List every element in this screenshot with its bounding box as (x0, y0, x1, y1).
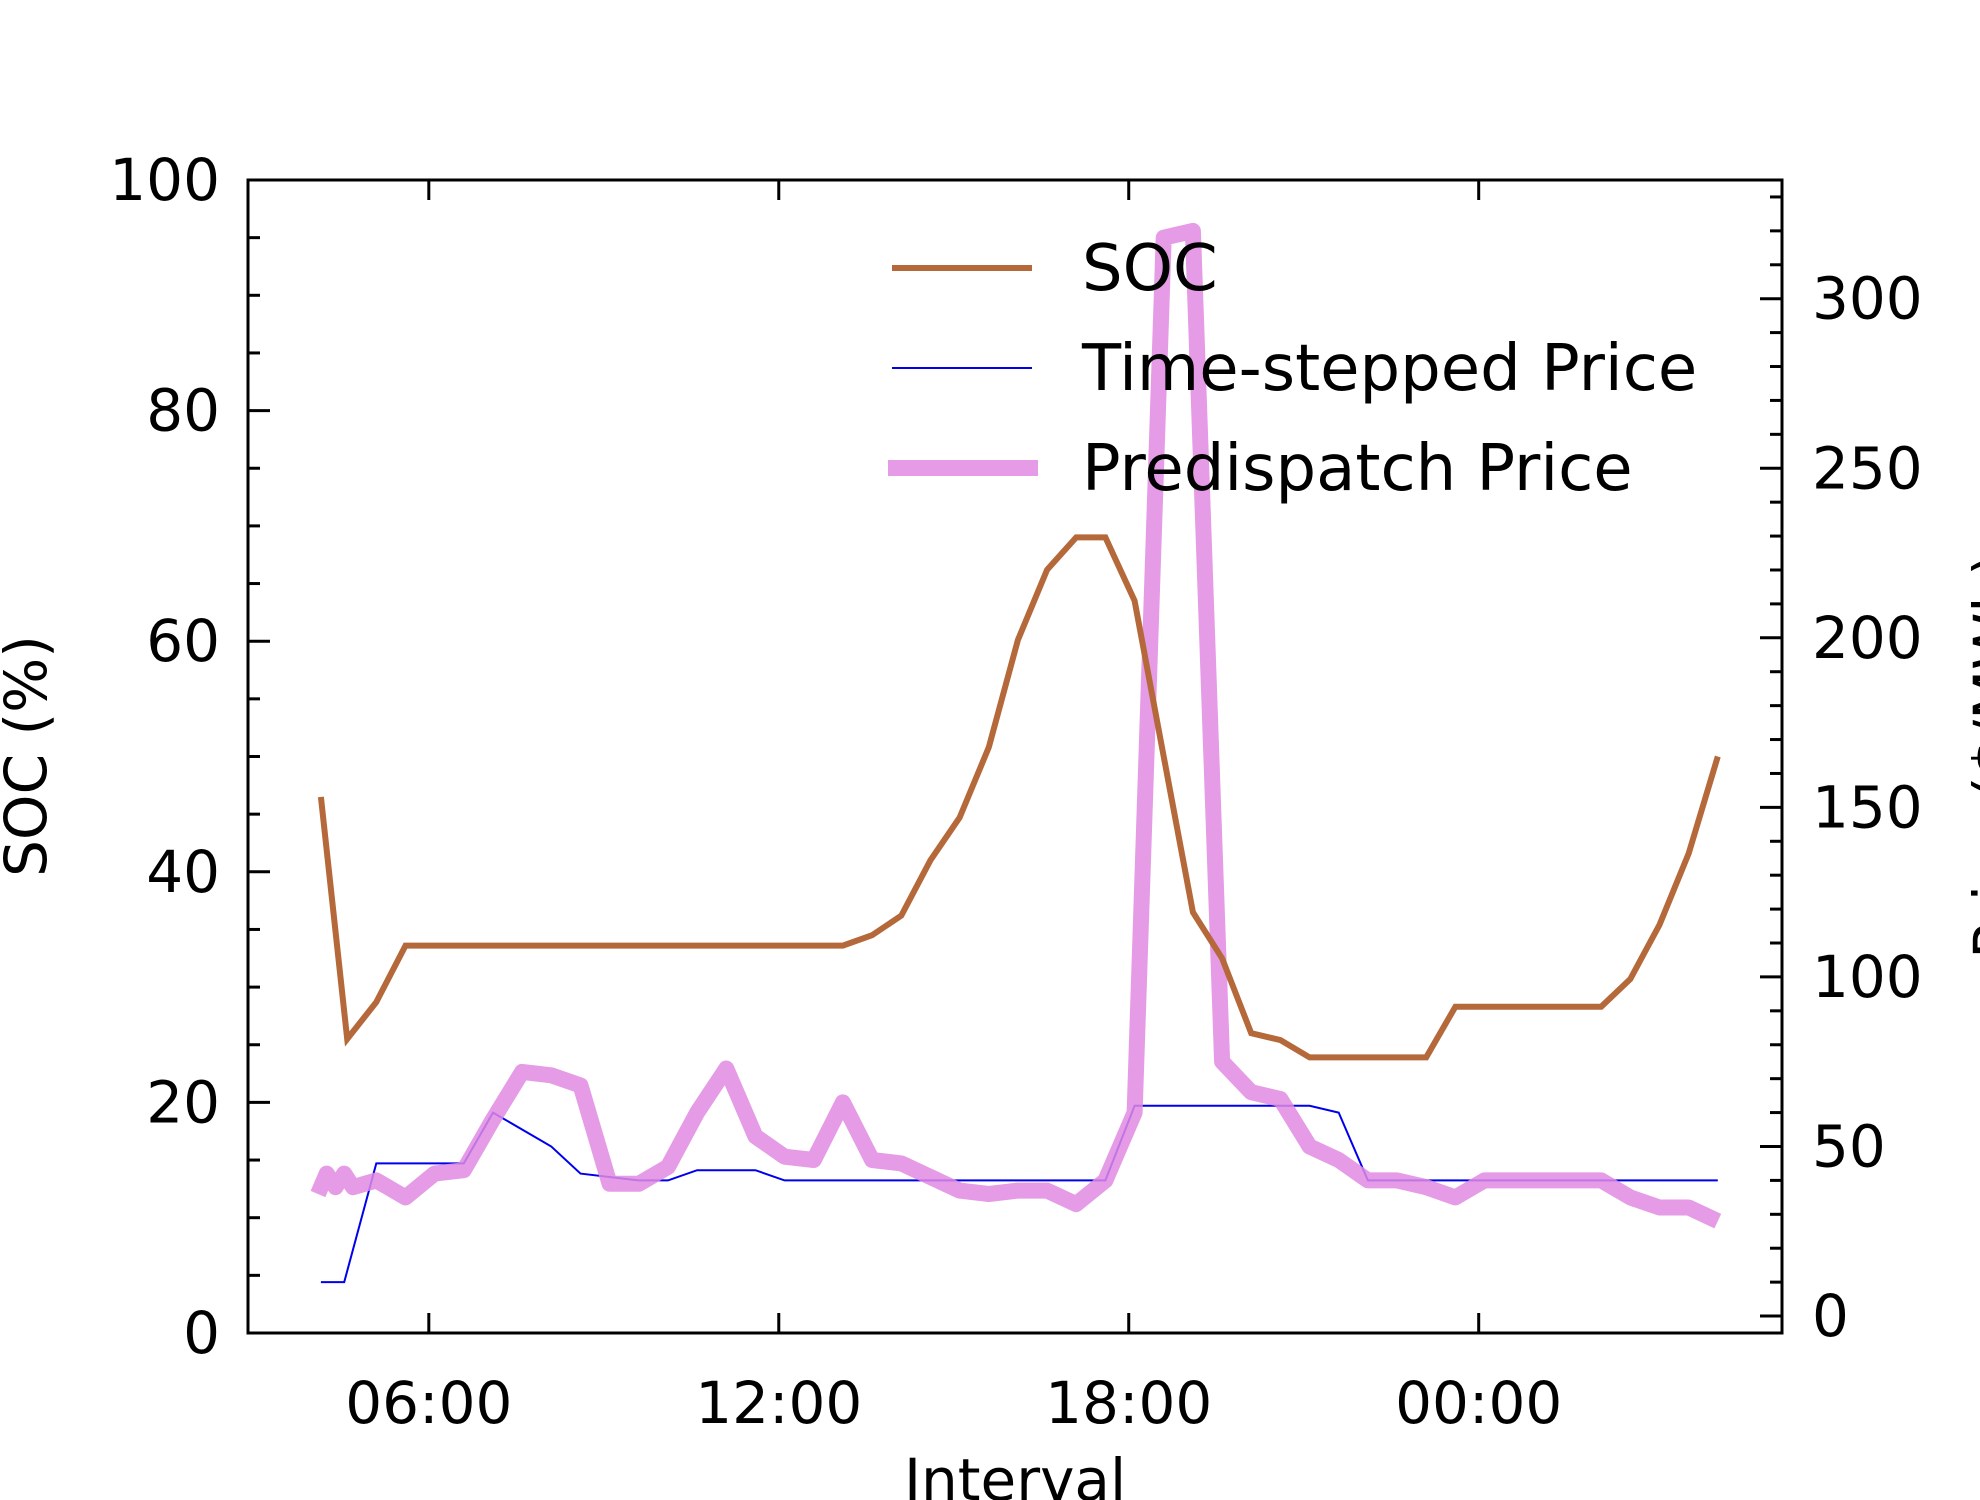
series-layer (310, 222, 1722, 1284)
series-line-time-stepped-price (320, 1104, 1718, 1284)
legend-label-predispatch-price: Predispatch Price (1082, 432, 1633, 506)
y-right-tick-label: 200 (1812, 604, 1923, 672)
y-right-tick-label: 0 (1812, 1282, 1849, 1350)
y-left-tick-label: 60 (146, 607, 220, 675)
y-right-tick-label: 300 (1812, 265, 1923, 333)
y-axis-right-label: Price ($/MWh) (1961, 553, 1980, 959)
x-tick-label: 06:00 (345, 1369, 512, 1437)
y-right-tick-label: 50 (1812, 1112, 1886, 1180)
legend-label-soc: SOC (1082, 232, 1218, 306)
y-left-tick-label: 0 (183, 1299, 220, 1367)
ticks-layer: 06:00 12:00 18:00 00:00 0 20 40 60 80 100 0 50 100 15… (109, 146, 1922, 1437)
y-left-tick-label: 40 (146, 838, 220, 906)
x-tick-label: 00:00 (1395, 1369, 1562, 1437)
x-tick-label: 12:00 (695, 1369, 862, 1437)
y-axis-left-label: SOC (%) (0, 635, 60, 877)
series-line-soc (317, 534, 1721, 1061)
x-tick-label: 18:00 (1045, 1369, 1212, 1437)
y-left-tick-label: 80 (146, 377, 220, 445)
series-line-predispatch-price (310, 222, 1722, 1229)
y-right-tick-label: 150 (1812, 773, 1923, 841)
legend-label-time-stepped-price: Time-stepped Price (1081, 332, 1697, 406)
y-left-tick-label: 20 (146, 1068, 220, 1136)
x-axis-label: Interval (904, 1446, 1126, 1500)
legend: SOC Time-stepped Price Predispatch Price (888, 232, 1697, 506)
y-right-tick-label: 100 (1812, 943, 1923, 1011)
y-left-tick-label: 100 (109, 146, 220, 214)
y-right-tick-label: 250 (1812, 434, 1923, 502)
